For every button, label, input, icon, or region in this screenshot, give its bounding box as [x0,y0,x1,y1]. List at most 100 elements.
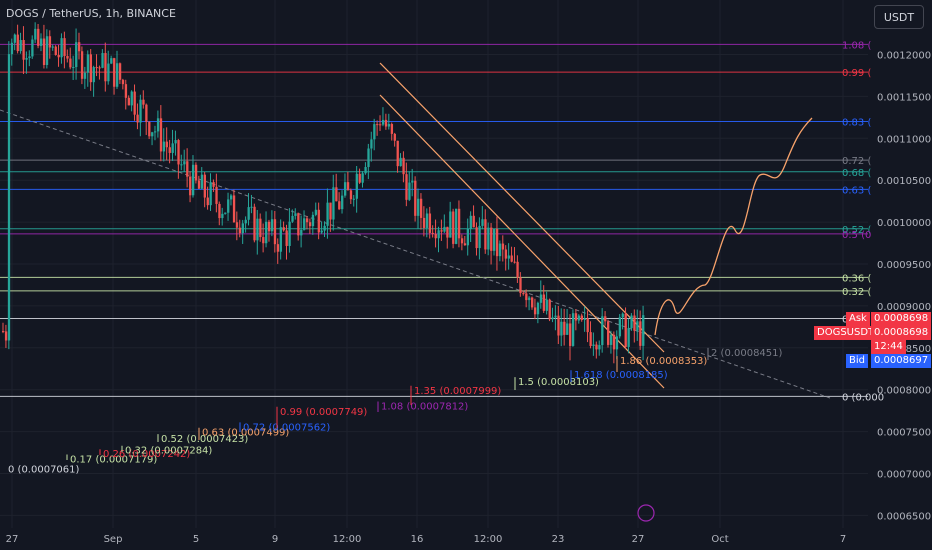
x-tick-label: 12:00 [474,534,503,545]
candle-body [478,225,481,249]
y-tick-label: 0.0007500 [877,428,931,439]
candle-body [203,174,206,198]
candle-body [630,315,633,329]
candle-body [127,97,130,106]
candle-body [326,202,329,226]
candle-body [107,63,110,82]
x-tick-label: 27 [632,534,645,545]
candle-body [7,54,11,341]
candle-body [288,221,291,246]
candle-body [618,317,622,337]
candle-body [186,161,189,177]
candle-body [332,187,335,220]
fib-marker-label: 1.35 (0.0007999) [414,386,501,397]
candle-body [592,344,595,346]
candle-body [180,164,183,166]
candle-body [247,207,250,220]
candle-body [373,124,376,140]
candle-body [490,227,493,251]
x-tick-label: Oct [711,534,728,545]
candle-body [396,140,399,167]
candle-body [218,203,221,219]
candle-body [320,230,323,233]
candle-body [545,299,548,311]
candle-body [209,182,212,206]
candle-body [63,38,66,56]
fib-label: 0.68 ( [842,168,871,179]
candle-body [285,230,288,246]
candle-body [633,315,636,331]
candle-body [13,34,17,43]
candle-body [256,218,259,241]
candle-body [408,182,411,200]
candle-body [174,140,177,144]
fib-marker-label: 0.72 (0.0007562) [243,422,330,433]
candle-body [531,297,534,308]
candle-body [57,54,60,58]
candle-body [390,124,394,134]
candle-body [51,46,55,48]
candle-body [621,313,624,318]
candle-body [136,114,139,123]
candle-body [384,119,388,127]
fib-marker-label: 0.63 (0.0007499) [202,428,289,439]
candle-body [92,67,95,83]
candle-body [595,344,598,350]
candle-body [156,118,160,132]
candle-body [253,206,256,241]
candle-body [259,218,262,238]
candle-body [440,230,443,232]
y-tick-label: 0.0012000 [877,50,931,61]
candle-body [34,28,37,40]
candle-body [346,182,350,191]
candle-body [484,219,487,250]
candle-body [60,38,63,58]
candle-body [75,42,78,68]
candle-body [510,255,513,262]
currency-button[interactable]: USDT [874,5,924,29]
fib-label: 1.08 ( [842,40,871,51]
fib-label: 0.63 ( [842,185,871,196]
candle-body [481,219,484,226]
candle-body [542,294,546,311]
candle-body [42,38,46,65]
candle-body [574,313,578,321]
ask-label: Ask [846,312,870,326]
candle-body [642,315,645,346]
candle-body [25,58,28,60]
candle-body [98,67,101,69]
candle-body [493,228,496,251]
candle-body [95,67,98,69]
candle-body [475,227,478,249]
candle-body [522,293,525,295]
candle-body [338,201,341,210]
candle-body [612,334,616,350]
candle-body [83,72,87,79]
bid-label: Bid [846,354,868,368]
candle-body [28,56,31,59]
candle-body [466,228,470,246]
candle-body [580,315,584,320]
candle-body [212,182,215,187]
candle-body [273,219,277,245]
chart-title: DOGS / TetherUS, 1h, BINANCE [6,7,176,20]
candle-body [323,225,326,231]
candle-body [376,124,379,126]
bid-value: 0.0008697 [871,354,932,368]
candle-body [153,131,157,133]
candle-body [417,198,420,216]
candle-body [54,46,57,55]
candle-body [507,255,510,259]
x-tick-label: 27 [6,534,19,545]
candle-body [124,84,128,98]
x-tick-label: 7 [840,534,846,545]
candle-body [224,212,227,214]
candle-body [551,317,554,320]
candle-body [238,227,242,234]
y-tick-label: 0.0008000 [877,386,931,397]
y-tick-label: 0.0011500 [877,92,931,103]
candle-body [604,316,607,322]
candle-body [469,215,472,229]
